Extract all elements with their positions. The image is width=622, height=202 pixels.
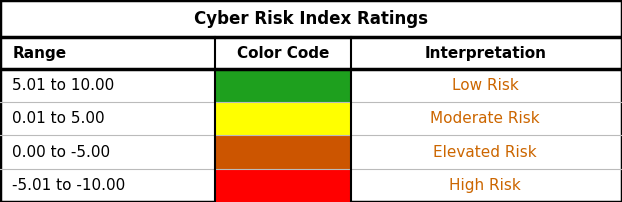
Text: Color Code: Color Code bbox=[237, 45, 329, 61]
Text: Elevated Risk: Elevated Risk bbox=[434, 144, 537, 160]
Bar bbox=[215, 69, 351, 102]
Bar bbox=[215, 102, 351, 135]
Text: Interpretation: Interpretation bbox=[424, 45, 546, 61]
Text: Range: Range bbox=[12, 45, 67, 61]
Text: High Risk: High Risk bbox=[449, 178, 521, 193]
Text: 0.01 to 5.00: 0.01 to 5.00 bbox=[12, 111, 105, 126]
Bar bbox=[215, 169, 351, 202]
Text: -5.01 to -10.00: -5.01 to -10.00 bbox=[12, 178, 126, 193]
Bar bbox=[215, 135, 351, 169]
Text: Cyber Risk Index Ratings: Cyber Risk Index Ratings bbox=[194, 10, 428, 28]
Text: Moderate Risk: Moderate Risk bbox=[430, 111, 540, 126]
Text: 5.01 to 10.00: 5.01 to 10.00 bbox=[12, 78, 114, 93]
Text: 0.00 to -5.00: 0.00 to -5.00 bbox=[12, 144, 111, 160]
Text: Low Risk: Low Risk bbox=[452, 78, 519, 93]
